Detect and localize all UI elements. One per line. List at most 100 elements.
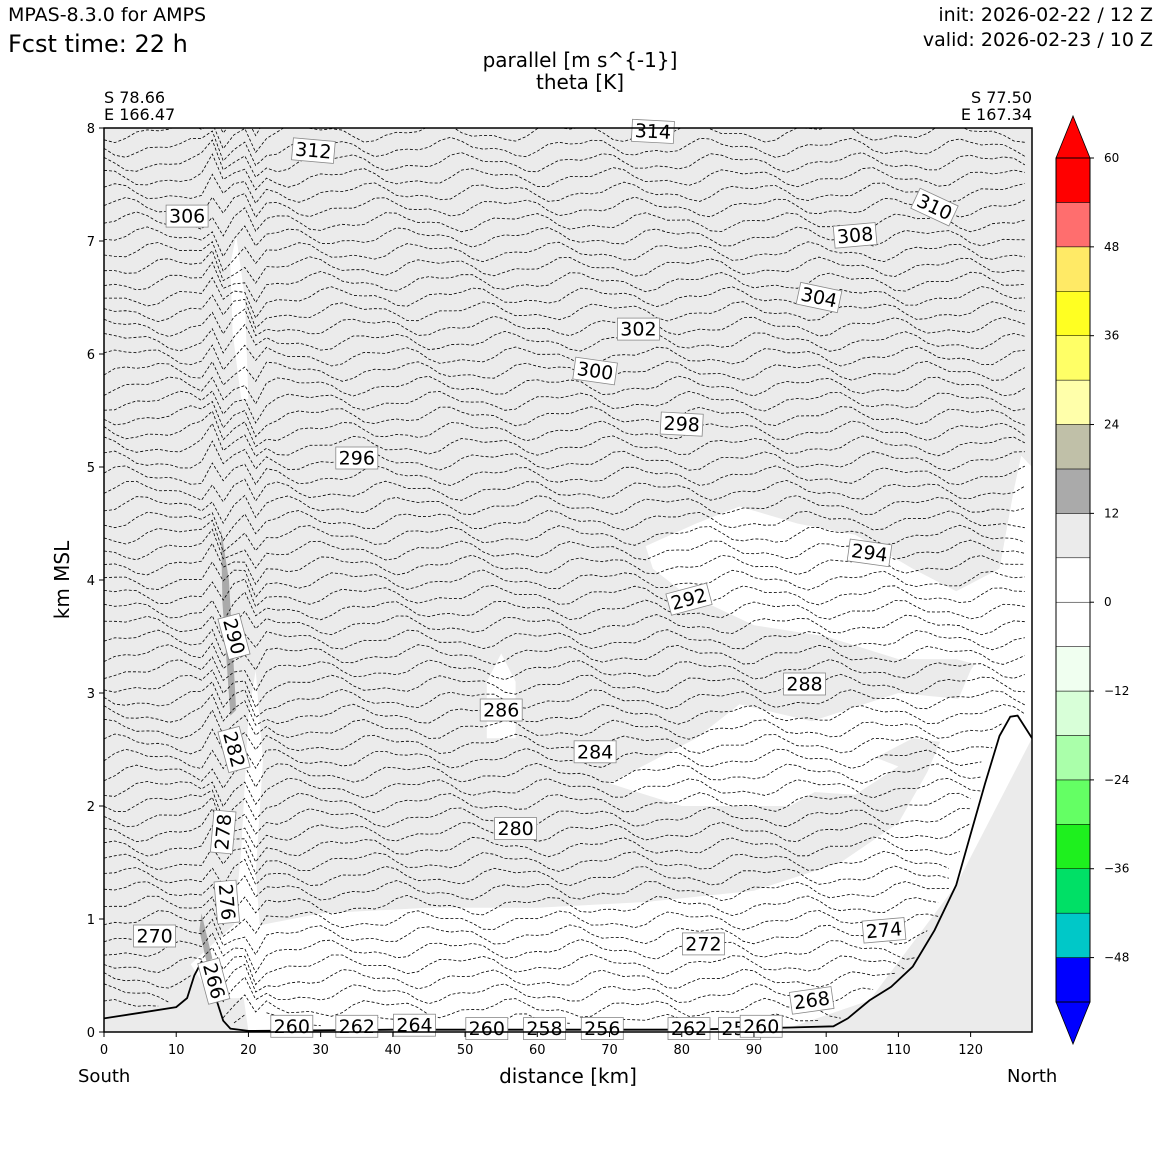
theta-contour-3 [104, 961, 895, 993]
colorbar-swatch [1055, 735, 1091, 781]
contour-label: 274 [865, 918, 903, 943]
theta-contour-53 [104, 225, 1025, 258]
contour-label: 270 [136, 926, 172, 948]
contour-label: 260 [743, 1016, 779, 1038]
chart-title-contour: theta [K] [536, 70, 624, 94]
model-title: MPAS-8.3.0 for AMPS [8, 4, 207, 26]
y-tick-label: 6 [87, 348, 95, 363]
theta-contour-59 [104, 130, 1026, 167]
x-tick-label: 20 [240, 1043, 257, 1058]
contour-label-box [832, 222, 878, 249]
theta-contour-9 [104, 875, 949, 909]
start-lat: S 78.66 [104, 88, 166, 107]
colorbar-swatch [1055, 957, 1091, 1003]
colorbar-swatch [1055, 513, 1091, 559]
theta-contour-33 [104, 519, 1025, 553]
contour-label-box [335, 446, 379, 470]
contour-label-group-17: 306 [165, 204, 209, 228]
contour-label-box [846, 538, 893, 568]
contour-label: 276 [214, 883, 239, 921]
contour-label: 256 [584, 1018, 620, 1040]
colorbar-over-arrow [1055, 114, 1091, 159]
contour-label-group-24: 268 [788, 986, 835, 1015]
x-tick-label: 30 [312, 1043, 329, 1058]
contour-label-box [165, 204, 209, 228]
x-tick-label: 70 [601, 1043, 618, 1058]
theta-contour-4 [104, 946, 906, 986]
colorbar-swatch [1055, 424, 1091, 470]
contour-label: 272 [685, 933, 721, 955]
colorbar-swatch [1055, 335, 1091, 381]
colorbar-swatch [1055, 379, 1091, 425]
contour-label-box [573, 740, 617, 764]
theta-contour-21 [104, 693, 1026, 726]
contour-label: 260 [274, 1016, 310, 1038]
colorbar-tick-label: 0 [1104, 595, 1112, 609]
y-tick-label: 7 [87, 235, 95, 250]
end-lon: E 167.34 [960, 105, 1032, 124]
shading-near-zero-1 [234, 546, 1032, 1031]
contour-label-box [580, 1017, 624, 1040]
contour-label-group-3: 278 [209, 809, 237, 855]
contour-label: 288 [786, 674, 822, 696]
theta-contour-50 [104, 261, 1025, 304]
theta-contour-42 [104, 390, 1025, 424]
colorbar-under-arrow [1055, 1001, 1091, 1046]
contour-label-group-8: 288 [783, 672, 826, 696]
colorbar-swatch [1055, 157, 1091, 203]
colorbar-swatch [1055, 690, 1091, 736]
theta-contour-12 [104, 825, 960, 863]
theta-contour-49 [104, 276, 1025, 319]
contour-label-box [617, 317, 660, 341]
y-tick-label: 2 [87, 800, 95, 815]
theta-contour-51 [104, 249, 1025, 284]
contour-label-group-13: 298 [659, 411, 704, 437]
theta-contour-19 [104, 728, 993, 755]
contour-label: 306 [169, 206, 205, 228]
contour-label: 286 [483, 700, 519, 722]
theta-contour-8 [104, 894, 939, 926]
theta-contour-61 [220, 128, 261, 137]
colorbar-tick-label: −48 [1104, 951, 1129, 965]
colorbar-swatch [1055, 291, 1091, 336]
contour-label: 260 [469, 1018, 505, 1040]
colorbar-tick-label: 24 [1104, 418, 1119, 432]
colorbar-tick-label: 48 [1104, 240, 1119, 254]
north-label: North [1007, 1066, 1058, 1087]
init-time: init: 2026-02-22 / 12 Z [938, 4, 1153, 26]
shading-12-18-lower [199, 913, 213, 962]
contour-label-group-6: 284 [573, 740, 617, 764]
theta-contour-13 [104, 807, 971, 850]
theta-contour-18 [104, 747, 982, 770]
contour-label-group-12: 296 [335, 446, 379, 470]
contour-label-box [861, 917, 907, 944]
theta-contour-27 [104, 610, 1025, 642]
contour-label: 300 [576, 358, 615, 385]
colorbar-swatch [1055, 912, 1091, 958]
theta-contour-39 [104, 422, 1025, 458]
shading-near-zero-6 [710, 738, 899, 795]
colorbar-tick-label: 60 [1104, 151, 1119, 165]
contour-label-group-20: 312 [291, 137, 336, 164]
x-tick-label: 40 [385, 1043, 402, 1058]
shading-near-zero-0 [190, 670, 263, 999]
theta-contour-23 [104, 669, 1025, 709]
contour-label-group-15: 302 [617, 317, 660, 341]
contour-label: 314 [634, 120, 671, 144]
x-tick-label: 90 [746, 1043, 763, 1058]
contour-label: 278 [211, 813, 236, 851]
contour-label: 258 [526, 1018, 562, 1040]
colorbar-swatch [1055, 601, 1091, 647]
colorbar-tick-label: 12 [1104, 506, 1119, 520]
contour-label: 312 [294, 139, 332, 164]
contour-label: 262 [671, 1018, 707, 1040]
contour-label: 302 [620, 319, 656, 341]
contour-label: 264 [396, 1015, 432, 1037]
theta-contour-38 [104, 440, 1025, 472]
colorbar-tick-label: −36 [1104, 862, 1129, 876]
contour-label-group-2: 276 [213, 879, 241, 925]
theta-contour-29 [104, 578, 1025, 608]
theta-contour-52 [104, 241, 1025, 273]
y-tick-label: 3 [87, 687, 95, 702]
contour-label-box [213, 879, 241, 925]
